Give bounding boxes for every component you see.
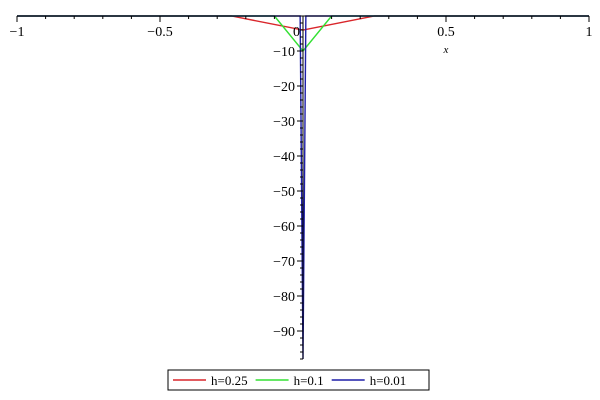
y-tick-label: −60 bbox=[273, 220, 295, 235]
legend: h=0.25 h=0.1 h=0.01 bbox=[167, 369, 430, 391]
legend-label: h=0.25 bbox=[211, 373, 248, 388]
legend-label: h=0.1 bbox=[294, 373, 324, 388]
y-tick-label: −90 bbox=[273, 325, 295, 340]
x-axis-label: x bbox=[443, 44, 449, 56]
y-tick-label: −30 bbox=[273, 115, 295, 130]
y-tick-label: −50 bbox=[273, 185, 295, 200]
y-tick-label: −70 bbox=[273, 255, 295, 270]
y-tick-label: −40 bbox=[273, 150, 295, 165]
y-tick-label: −80 bbox=[273, 290, 295, 305]
y-tick-label: −20 bbox=[273, 80, 295, 95]
x-tick-label: 0 bbox=[293, 25, 300, 40]
x-tick-label: −1 bbox=[10, 25, 25, 40]
x-tick-label: 0.5 bbox=[437, 25, 455, 40]
x-tick-label: −0.5 bbox=[147, 25, 172, 40]
y-tick-label: −10 bbox=[273, 45, 295, 60]
axes: −1 −0.5 0 0.5 1 −10 −20 −30 −40 −50 −60 −70 −80 −90 bbox=[10, 15, 593, 360]
legend-box bbox=[167, 369, 430, 391]
legend-label: h=0.01 bbox=[370, 373, 407, 388]
x-tick-label: 1 bbox=[586, 25, 593, 40]
